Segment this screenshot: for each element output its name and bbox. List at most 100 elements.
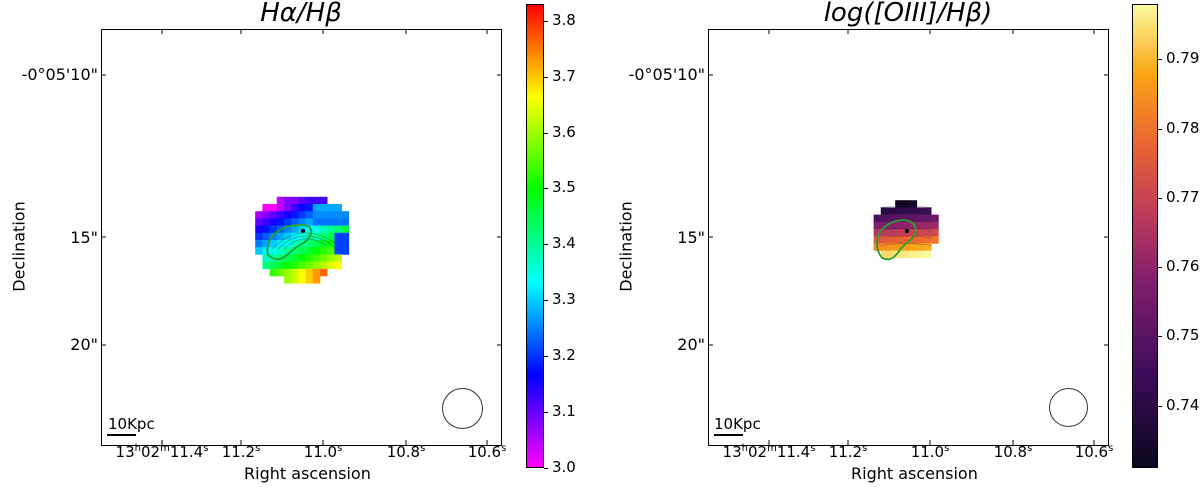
heatmap-pixel (327, 211, 335, 219)
heatmap-pixel (262, 261, 270, 270)
heatmap-pixel (909, 243, 918, 251)
heatmap-pixel (924, 229, 932, 237)
heatmap-pixel (298, 254, 306, 262)
heatmap-pixel (305, 225, 314, 234)
heatmap-pixel (305, 211, 314, 219)
heatmap-pixel (327, 247, 335, 255)
heatmap-pixel (262, 247, 270, 255)
inner-contour (271, 232, 339, 250)
heatmap-pixel (312, 218, 321, 226)
left-title: Hα/Hβ (260, 0, 342, 28)
heatmap-pixel (888, 214, 896, 223)
heatmap-pixel (255, 240, 263, 248)
colorbar-tick-label: 0.74 (1166, 395, 1200, 414)
heatmap-pixel (327, 232, 335, 241)
left-beam-circle (442, 388, 483, 429)
heatmap-pixel (320, 211, 328, 219)
right-ytick-0: -0°05'10" (628, 65, 705, 84)
colorbar-tick-mark (544, 20, 548, 22)
heatmap-pixel (312, 204, 321, 212)
left-ytick-0: -0°05'10" (21, 65, 98, 84)
heatmap-pixel (895, 229, 903, 237)
colorbar-tick-label: 3.6 (552, 122, 576, 141)
heatmap-pixel (284, 261, 292, 270)
colorbar-tick-label: 0.75 (1166, 326, 1200, 345)
colorbar-tick-mark (544, 76, 548, 78)
heatmap-pixel (888, 221, 896, 230)
heatmap-pixel (312, 261, 321, 270)
heatmap-pixel (931, 221, 939, 230)
heatmap-pixel (334, 240, 342, 248)
heatmap-pixel (880, 221, 889, 230)
heatmap-pixel (916, 236, 925, 244)
heatmap-pixel (327, 261, 335, 270)
left-xlabel: Right ascension (244, 464, 371, 483)
heatmap-pixel (320, 261, 328, 270)
center-dot (905, 229, 909, 233)
heatmap-pixel (291, 196, 299, 205)
heatmap-pixel (276, 240, 285, 248)
heatmap-pixel (291, 232, 299, 241)
heatmap-pixel (291, 211, 299, 219)
heatmap-pixel (320, 196, 328, 205)
right-scale-label: 10Kpc (714, 415, 761, 433)
heatmap-pixel (298, 211, 306, 219)
left-colorbar (526, 4, 544, 468)
heatmap-pixel (298, 268, 306, 277)
heatmap-pixel (880, 229, 889, 237)
heatmap-pixel (334, 225, 342, 234)
heatmap-pixel (262, 254, 270, 262)
heatmap-pixel (327, 204, 335, 212)
heatmap-pixel (312, 225, 321, 234)
heatmap-pixel (312, 232, 321, 241)
heatmap-pixel (269, 225, 278, 234)
right-heatmap (708, 29, 1109, 446)
heatmap-pixel (255, 225, 263, 234)
heatmap-pixel (880, 236, 889, 244)
heatmap-pixel (284, 225, 292, 234)
heatmap-pixel (888, 236, 896, 244)
heatmap-pixel (341, 225, 350, 234)
colorbar-tick-label: 3.0 (552, 458, 576, 476)
heatmap-pixel (312, 268, 321, 277)
heatmap-pixel (269, 268, 278, 277)
heatmap-pixel (916, 207, 925, 215)
heatmap-pixel (305, 196, 314, 205)
heatmap-pixel (312, 247, 321, 255)
colorbar-tick-mark (544, 188, 548, 190)
heatmap-pixel (269, 261, 278, 270)
heatmap-pixel (276, 204, 285, 212)
heatmap-pixel (269, 204, 278, 212)
heatmap-pixel (320, 225, 328, 234)
heatmap-pixel (924, 236, 932, 244)
heatmap-pixel (262, 218, 270, 226)
heatmap-pixel (924, 207, 932, 215)
heatmap-pixel (269, 240, 278, 248)
heatmap-pixel (262, 240, 270, 248)
heatmap-pixel (902, 200, 910, 208)
heatmap-pixel (291, 247, 299, 255)
center-dot (301, 229, 305, 233)
heatmap-pixel (888, 250, 896, 259)
heatmap-pixel (262, 232, 270, 241)
heatmap-pixel (880, 207, 889, 215)
colorbar-tick-label: 3.4 (552, 234, 576, 253)
heatmap-pixel (909, 236, 918, 244)
heatmap-pixel (909, 200, 918, 208)
heatmap-pixel (298, 261, 306, 270)
heatmap-pixel (312, 276, 321, 284)
heatmap-pixel (902, 250, 910, 259)
heatmap-pixel (931, 229, 939, 237)
inner-contour (879, 235, 933, 239)
inner-contour (879, 213, 933, 216)
heatmap-pixel (291, 254, 299, 262)
heatmap-pixel (334, 254, 342, 262)
heatmap-pixel (312, 240, 321, 248)
heatmap-pixel (873, 214, 882, 223)
right-scale-bar (714, 434, 743, 436)
heatmap-pixel (284, 218, 292, 226)
heatmap-pixel (334, 218, 342, 226)
heatmap-pixel (284, 204, 292, 212)
heatmap-pixel (305, 247, 314, 255)
heatmap-pixel (873, 221, 882, 230)
